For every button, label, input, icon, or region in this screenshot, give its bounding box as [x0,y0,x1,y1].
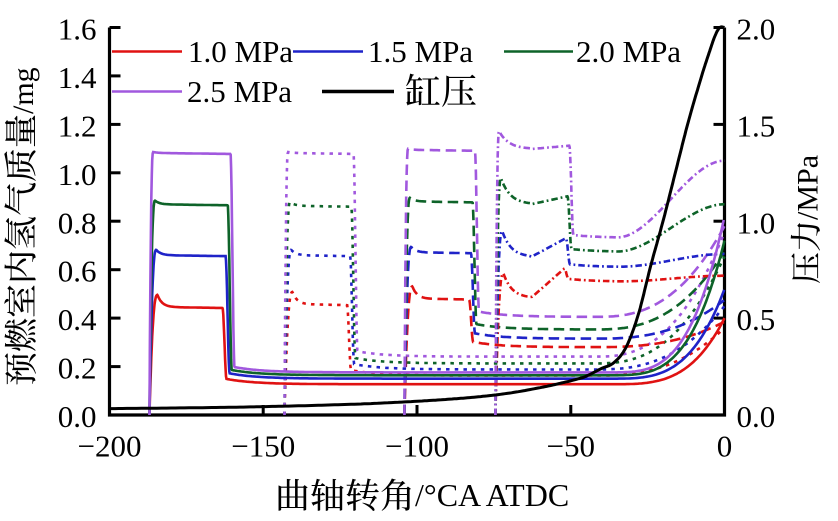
svg-text:0.8: 0.8 [58,205,97,240]
svg-text:0.2: 0.2 [58,351,97,386]
svg-text:1.0: 1.0 [737,205,776,240]
svg-text:/°CA ATDC: /°CA ATDC [415,477,569,513]
svg-text:1.5 MPa: 1.5 MPa [368,34,473,69]
svg-text:0.4: 0.4 [58,302,97,337]
svg-text:2.5 MPa: 2.5 MPa [187,74,292,109]
svg-text:0.0: 0.0 [737,399,776,434]
svg-text:−200: −200 [78,429,142,464]
svg-text:−100: −100 [385,429,449,464]
svg-text:1.0: 1.0 [58,157,97,192]
svg-text:/mg: /mg [7,67,40,114]
svg-text:2.0 MPa: 2.0 MPa [576,34,681,69]
svg-text:0: 0 [717,429,733,464]
svg-text:0.0: 0.0 [58,399,97,434]
svg-text:0.5: 0.5 [737,302,776,337]
svg-text:0.6: 0.6 [58,254,97,289]
svg-text:1.4: 1.4 [58,60,97,95]
svg-text:−50: −50 [547,429,595,464]
svg-text:1.6: 1.6 [58,12,97,47]
svg-text:2.0: 2.0 [737,12,776,47]
svg-text:1.0 MPa: 1.0 MPa [188,34,293,69]
svg-text:−150: −150 [231,429,295,464]
svg-text:/MPa: /MPa [792,155,825,220]
svg-text:1.5: 1.5 [737,108,776,143]
svg-text:1.2: 1.2 [58,108,97,143]
